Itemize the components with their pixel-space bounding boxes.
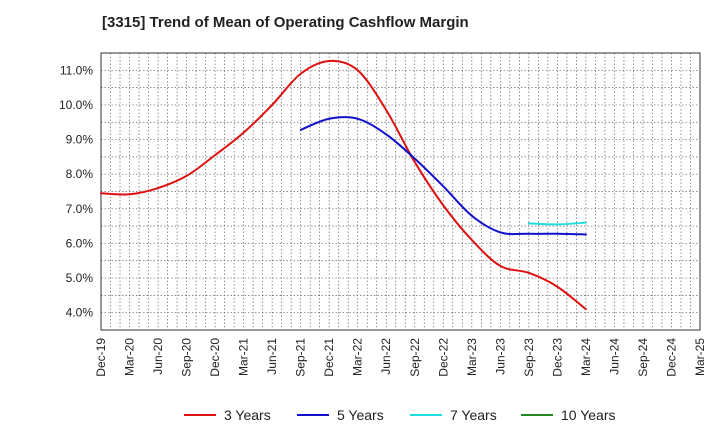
x-tick-label: Jun-21 [265,338,279,375]
legend-label-10-years: 10 Years [561,407,616,423]
x-tick-label: Sep-21 [294,338,308,377]
x-tick-label: Sep-23 [522,338,536,377]
x-tick-label: Dec-23 [550,338,564,377]
y-tick-label: 9.0% [66,133,94,147]
x-tick-label: Sep-20 [180,338,194,377]
x-tick-label: Jun-23 [493,338,507,375]
x-tick-label: Dec-21 [322,338,336,377]
x-tick-label: Mar-24 [579,338,593,376]
x-tick-label: Sep-22 [408,338,422,377]
x-tick-label: Dec-22 [436,338,450,377]
y-tick-label: 7.0% [66,202,94,216]
x-tick-label: Dec-20 [208,338,222,377]
legend-label-7-years: 7 Years [450,407,497,423]
y-tick-label: 10.0% [59,98,93,112]
y-tick-label: 4.0% [66,306,94,320]
y-tick-label: 6.0% [66,236,94,250]
legend-label-3-years: 3 Years [224,407,271,423]
series-line-5-years [299,116,587,236]
x-tick-label: Mar-21 [237,338,251,376]
chart-title: [3315] Trend of Mean of Operating Cashfl… [102,14,469,31]
legend-label-5-years: 5 Years [337,407,384,423]
x-tick-label: Mar-22 [351,338,365,376]
x-tick-label: Mar-20 [123,338,137,376]
plot-frame [100,52,701,331]
series-line-7-years [527,221,587,226]
y-tick-label: 8.0% [66,167,94,181]
x-tick-label: Sep-24 [636,338,650,377]
y-tick-label: 11.0% [60,63,93,77]
x-tick-label: Jun-20 [151,338,165,375]
x-tick-label: Dec-19 [94,338,108,377]
y-tick-label: 5.0% [66,271,94,285]
x-tick-label: Jun-24 [607,338,621,375]
series-line-3-years [100,59,587,311]
x-tick-label: Mar-25 [693,338,707,376]
x-tick-label: Jun-22 [379,338,393,375]
x-tick-label: Dec-24 [664,338,678,377]
plot-area [101,53,700,330]
x-tick-label: Mar-23 [465,338,479,376]
